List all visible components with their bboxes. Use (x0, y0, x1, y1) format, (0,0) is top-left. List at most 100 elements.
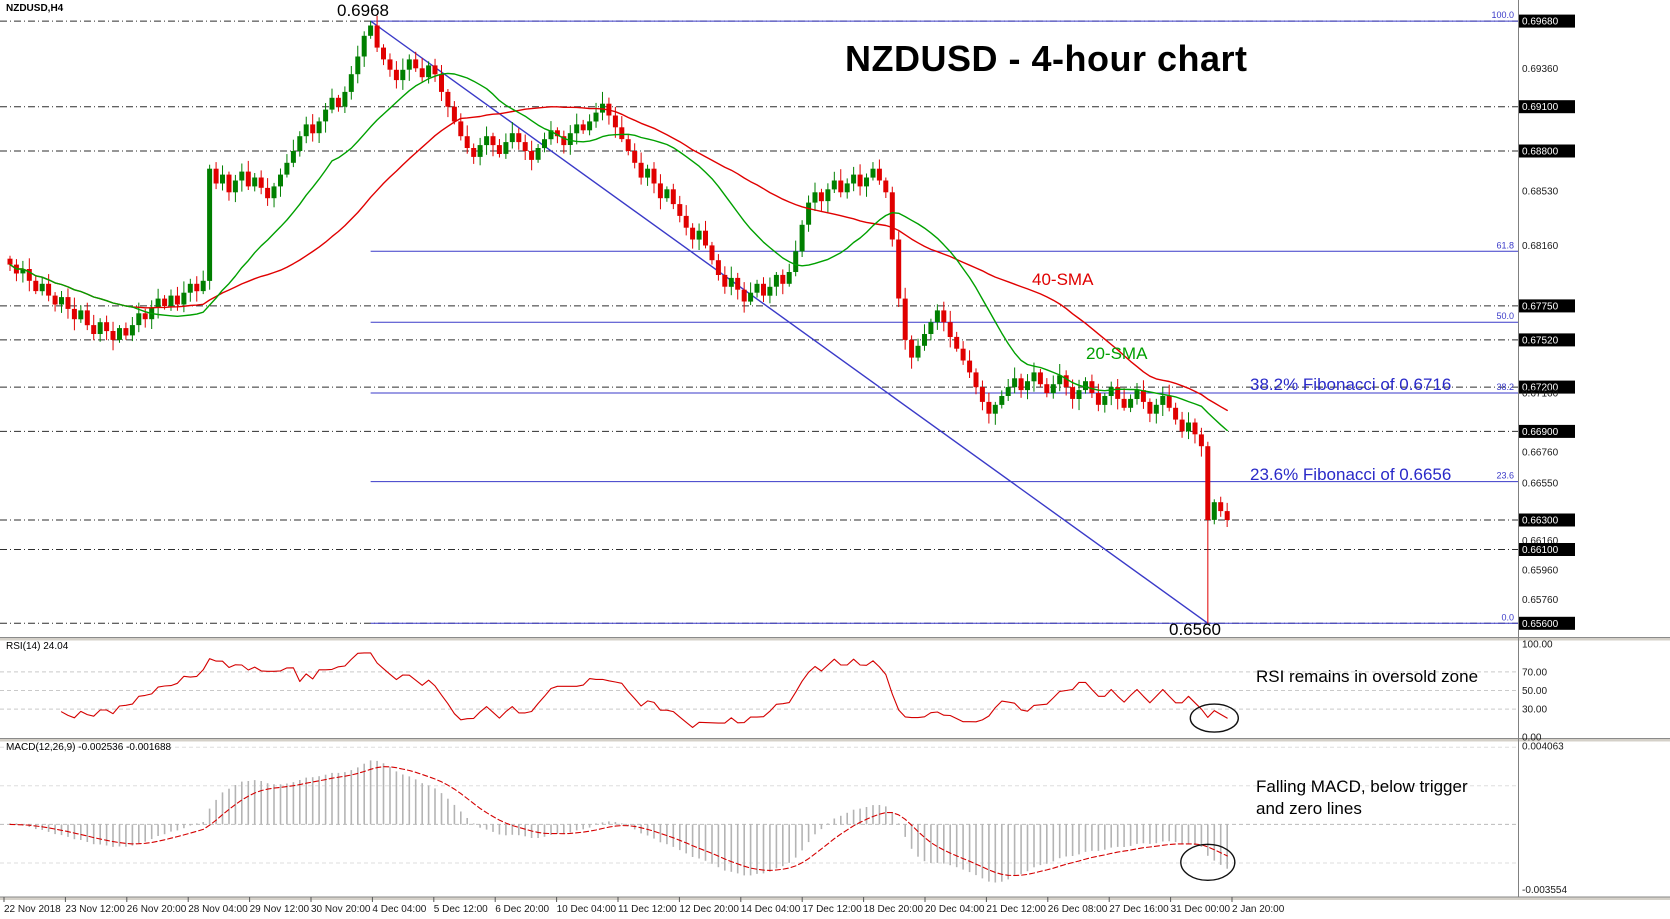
candle-body (258, 177, 264, 188)
time-axis-label: 22 Nov 2018 (4, 904, 61, 915)
price-axis-label: 0.65760 (1522, 595, 1559, 606)
candle-body (696, 230, 702, 240)
time-axis-label: 26 Dec 08:00 (1048, 904, 1108, 915)
time-axis-label: 10 Dec 04:00 (557, 904, 617, 915)
candle-body (1128, 398, 1134, 408)
candle-body (1121, 398, 1127, 408)
price-axis-label-boxed: 0.67750 (1522, 301, 1559, 312)
time-axis-label: 31 Dec 00:00 (1171, 904, 1231, 915)
candle-body (574, 124, 580, 134)
candle-body (529, 151, 535, 160)
time-axis-label: 2 Jan 20:00 (1232, 904, 1285, 915)
candle-body (773, 274, 779, 287)
candle-body (284, 162, 290, 175)
candle-body (709, 245, 715, 261)
candle-body (426, 65, 432, 78)
candle-body (1005, 387, 1011, 396)
highlight-circle-macd (1180, 843, 1236, 881)
candle-body (104, 322, 110, 332)
trendline (370, 20, 1209, 624)
candle-body (542, 139, 547, 149)
pane-separator[interactable] (0, 897, 1670, 900)
pane-separator[interactable] (0, 738, 1670, 742)
candle-body (960, 348, 966, 361)
candle-body (129, 325, 135, 336)
candle-body (857, 174, 863, 187)
candle-body (715, 260, 721, 275)
fibonacci-lines: 100.0 61.8 50.0 38.2 23.6 0.0 (370, 10, 1518, 624)
chart-title: NZDUSD - 4-hour chart (845, 38, 1248, 79)
candle-body (509, 133, 515, 143)
candle-body (664, 189, 670, 199)
candle-body (561, 136, 567, 146)
candle-body (477, 145, 483, 157)
time-axis-label: 5 Dec 12:00 (434, 904, 488, 915)
candle-body (303, 124, 309, 137)
candle-body (239, 171, 245, 181)
candle-body (748, 292, 754, 302)
price-box (1519, 144, 1575, 158)
price-axis-label: 0.69360 (1522, 64, 1559, 75)
candle-body (323, 109, 329, 122)
candle-body (1102, 396, 1108, 405)
candle-body (934, 310, 940, 323)
candle-body (439, 74, 444, 92)
candle-body (213, 168, 219, 184)
time-axis-label: 11 Dec 12:00 (618, 904, 677, 915)
macd-axis-label: 0.004063 (1522, 741, 1564, 752)
candle-body (490, 136, 496, 146)
candle-body (7, 258, 13, 265)
candle-body (1025, 381, 1030, 391)
candle-body (825, 189, 831, 202)
pane-separator[interactable] (0, 637, 1670, 641)
time-axis-label: 21 Dec 12:00 (986, 904, 1046, 915)
price-axis[interactable]: 0.69680 0.69360 0.69100 0.68800 0.68530 0.681… (1519, 14, 1575, 630)
candle-body (20, 269, 26, 274)
candle-body (973, 372, 979, 388)
candle-body (1063, 375, 1069, 388)
macd-axis-label: -0.003554 (1522, 885, 1567, 896)
candle-body (59, 297, 64, 305)
candle-body (71, 308, 77, 320)
fib-level-label: 38.2 (1496, 382, 1514, 392)
time-axis[interactable]: 22 Nov 2018 23 Nov 12:00 26 Nov 20:00 28 No… (3, 897, 1285, 915)
candle-body (419, 68, 425, 78)
candle-body (1147, 401, 1153, 414)
price-box (1519, 299, 1575, 313)
candle-body (703, 230, 708, 246)
candle-body (1076, 390, 1082, 399)
price-axis-label-boxed: 0.66100 (1522, 545, 1559, 556)
candle-body (1140, 390, 1146, 402)
candle-body (110, 331, 116, 340)
candle-body (393, 69, 399, 81)
candle-body (117, 328, 122, 340)
candle-body (619, 127, 625, 140)
candle-body (645, 168, 651, 178)
fib-level-label: 50.0 (1496, 311, 1514, 321)
candle-body (831, 180, 837, 190)
candle-body (902, 298, 908, 340)
time-axis-label: 30 Nov 20:00 (311, 904, 371, 915)
price-axis-label: 0.68530 (1522, 186, 1559, 197)
macd-signal-line (9, 766, 1228, 877)
candle-body (484, 136, 490, 146)
price-axis-label: 0.66550 (1522, 479, 1559, 490)
time-axis-label: 23 Nov 12:00 (65, 904, 125, 915)
candle-body (690, 227, 696, 240)
time-axis-label: 28 Nov 04:00 (188, 904, 248, 915)
candle-body (361, 35, 367, 57)
fib-level-label: 61.8 (1496, 240, 1514, 250)
candle-body (1070, 387, 1076, 399)
candle-body (136, 313, 142, 326)
candle-body (335, 97, 341, 107)
candle-body (1192, 422, 1198, 435)
candle-body (1083, 381, 1088, 391)
candle-body (844, 183, 850, 193)
candle-body (1018, 378, 1024, 391)
candle-body (683, 215, 689, 228)
candle-body (735, 277, 741, 290)
macd-indicator-label: MACD(12,26,9) -0.002536 -0.001688 (6, 742, 172, 753)
candle-body (496, 145, 502, 154)
candle-body (992, 404, 998, 414)
